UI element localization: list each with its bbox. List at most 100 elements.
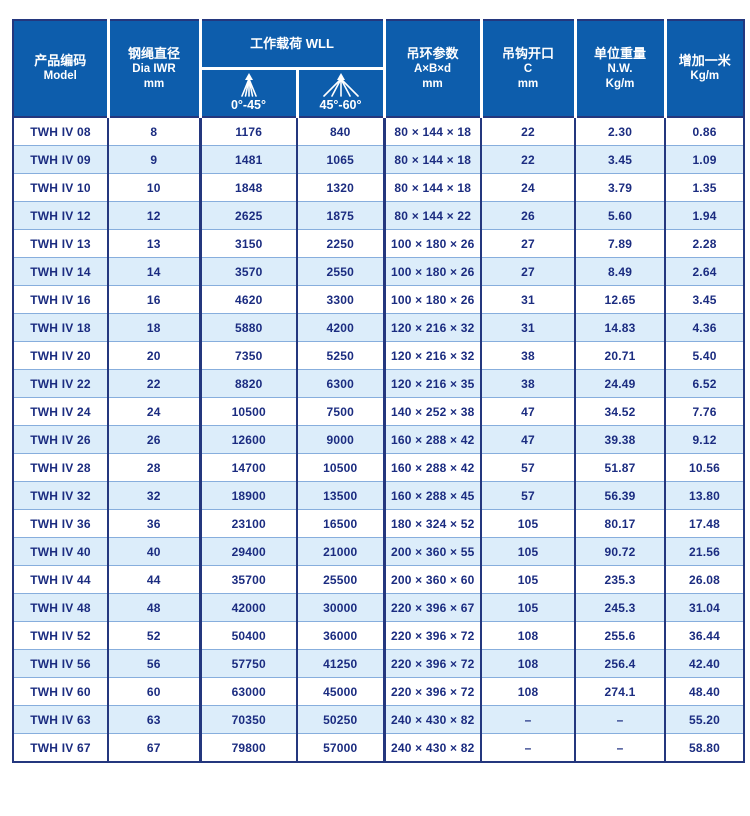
cell-extra-per-meter: 17.48: [664, 509, 745, 538]
cell-dia-mm: 26: [107, 425, 200, 454]
cell-model: TWH IV 09: [13, 145, 108, 174]
table-row: TWH IV 16 16 4620 3300 100 × 180 × 26 31 12.65…: [13, 285, 745, 314]
cell-dia-mm: 28: [107, 453, 200, 482]
cell-hook-c: –: [480, 705, 576, 734]
cell-dia-mm: 60: [107, 677, 200, 706]
cell-model: TWH IV 63: [13, 705, 108, 734]
cell-net-weight: 5.60: [574, 201, 666, 230]
cell-extra-per-meter: 4.36: [664, 313, 745, 342]
cell-wll-0-45: 14700: [198, 453, 297, 482]
cell-ring-abd: 160 × 288 × 42: [382, 453, 482, 482]
table-row: TWH IV 60 60 63000 45000 220 × 396 × 72 108 27…: [13, 677, 745, 706]
cell-extra-per-meter: 10.56: [664, 453, 745, 482]
cell-net-weight: 80.17: [574, 509, 666, 538]
cell-extra-per-meter: 55.20: [664, 705, 745, 734]
cell-net-weight: 90.72: [574, 537, 666, 566]
cell-extra-per-meter: 2.28: [664, 229, 745, 258]
cell-model: TWH IV 32: [13, 481, 108, 510]
cell-wll-45-60: 6300: [295, 369, 385, 398]
cell-ring-abd: 240 × 430 × 82: [382, 733, 482, 762]
cell-wll-0-45: 7350: [198, 341, 297, 370]
table-row: TWH IV 56 56 57750 41250 220 × 396 × 72 108 25…: [13, 649, 745, 678]
cell-ring-abd: 220 × 396 × 67: [382, 593, 482, 622]
angle-label-45-60: 45°-60°: [319, 98, 362, 113]
cell-net-weight: 20.71: [574, 341, 666, 370]
cell-hook-c: 31: [480, 285, 576, 314]
header-wll-0-45: 0°-45°: [198, 67, 297, 118]
table-row: TWH IV 18 18 5880 4200 120 × 216 × 32 31 14.83…: [13, 313, 745, 342]
cell-extra-per-meter: 1.94: [664, 201, 745, 230]
cell-extra-per-meter: 21.56: [664, 537, 745, 566]
cell-extra-per-meter: 26.08: [664, 565, 745, 594]
cell-ring-abd: 140 × 252 × 38: [382, 397, 482, 426]
cell-net-weight: 14.83: [574, 313, 666, 342]
cell-net-weight: 3.79: [574, 173, 666, 202]
header-wll-45-60: 45°-60°: [295, 67, 385, 118]
cell-model: TWH IV 60: [13, 677, 108, 706]
cell-wll-45-60: 1320: [295, 173, 385, 202]
cell-dia-mm: 13: [107, 229, 200, 258]
cell-model: TWH IV 44: [13, 565, 108, 594]
cell-extra-per-meter: 31.04: [664, 593, 745, 622]
cell-wll-0-45: 4620: [198, 285, 297, 314]
cell-hook-c: –: [480, 733, 576, 762]
sling-angle-narrow-icon: [240, 73, 257, 97]
table-row: TWH IV 08 8 1176 840 80 × 144 × 18 22 2.30 0.86: [13, 117, 745, 146]
sling-angle-wide-icon: [322, 73, 359, 97]
cell-model: TWH IV 13: [13, 229, 108, 258]
cell-ring-abd: 120 × 216 × 32: [382, 341, 482, 370]
cell-wll-45-60: 9000: [295, 425, 385, 454]
cell-net-weight: 256.4: [574, 649, 666, 678]
table-row: TWH IV 44 44 35700 25500 200 × 360 × 60 105 23…: [13, 565, 745, 594]
cell-hook-c: 22: [480, 145, 576, 174]
cell-wll-45-60: 25500: [295, 565, 385, 594]
header-extra: 增加一米 Kg/m: [663, 20, 745, 118]
header-model-en: Model: [43, 70, 77, 83]
cell-wll-0-45: 50400: [198, 621, 297, 650]
header-row-angles: 0°-45° 45°: [13, 67, 744, 118]
header-ring-zh: 吊环参数: [406, 46, 459, 61]
cell-dia-mm: 63: [107, 705, 200, 734]
cell-hook-c: 24: [480, 173, 576, 202]
cell-model: TWH IV 18: [13, 313, 108, 342]
cell-wll-0-45: 1481: [198, 145, 297, 174]
cell-net-weight: 8.49: [574, 257, 666, 286]
header-weight-unit: Kg/m: [605, 77, 635, 90]
cell-dia-mm: 44: [107, 565, 200, 594]
cell-wll-0-45: 70350: [198, 705, 297, 734]
cell-hook-c: 105: [480, 537, 576, 566]
cell-ring-abd: 120 × 216 × 35: [382, 369, 482, 398]
cell-net-weight: –: [574, 733, 666, 762]
cell-hook-c: 47: [480, 425, 576, 454]
cell-wll-45-60: 41250: [295, 649, 385, 678]
cell-ring-abd: 120 × 216 × 32: [382, 313, 482, 342]
table-row: TWH IV 67 67 79800 57000 240 × 430 × 82– –58.…: [13, 733, 745, 762]
cell-extra-per-meter: 0.86: [664, 117, 745, 146]
cell-wll-45-60: 36000: [295, 621, 385, 650]
cell-net-weight: 51.87: [574, 453, 666, 482]
cell-model: TWH IV 28: [13, 453, 108, 482]
cell-model: TWH IV 48: [13, 593, 108, 622]
cell-net-weight: 24.49: [574, 369, 666, 398]
cell-wll-45-60: 50250: [295, 705, 385, 734]
cell-net-weight: 3.45: [574, 145, 666, 174]
cell-ring-abd: 80 × 144 × 18: [382, 117, 482, 146]
table-row: TWH IV 28 28 14700 10500 160 × 288 × 42 57 51.…: [13, 453, 745, 482]
cell-wll-45-60: 7500: [295, 397, 385, 426]
cell-hook-c: 38: [480, 369, 576, 398]
table-row: TWH IV 24 24 10500 7500 140 × 252 × 38 47 34.5…: [13, 397, 745, 426]
header-hook: 吊钩开口 C mm: [479, 20, 576, 118]
cell-model: TWH IV 14: [13, 257, 108, 286]
cell-extra-per-meter: 2.64: [664, 257, 745, 286]
header-hook-zh: 吊钩开口: [502, 46, 555, 61]
cell-model: TWH IV 20: [13, 341, 108, 370]
cell-ring-abd: 80 × 144 × 18: [382, 173, 482, 202]
cell-model: TWH IV 22: [13, 369, 108, 398]
table-row: TWH IV 48 48 42000 30000 220 × 396 × 67 105 24…: [13, 593, 745, 622]
table-row: TWH IV 12 12 2625 1875 80 × 144 × 22 26 5.60 1.…: [13, 201, 745, 230]
header-wll-title: 工作载荷 WLL: [250, 35, 334, 51]
cell-extra-per-meter: 3.45: [664, 285, 745, 314]
cell-wll-0-45: 5880: [198, 313, 297, 342]
cell-dia-mm: 24: [107, 397, 200, 426]
